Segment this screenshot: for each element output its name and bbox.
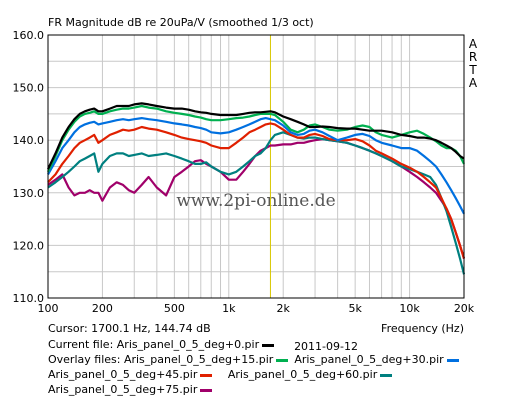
y-tick-label: 140.0 — [13, 134, 45, 147]
overlay-file-75: Aris_panel_0_5_deg+75.pir — [48, 383, 198, 396]
current-file-swatch — [262, 343, 275, 347]
y-tick-label: 150.0 — [13, 82, 45, 95]
overlay-line-1: Overlay files: Aris_panel_0_5_deg+15.pir… — [48, 353, 465, 366]
current-file-label: Current file: Aris_panel_0_5_deg+0.pir — [48, 338, 260, 351]
x-tick-label: 10k — [399, 302, 420, 315]
series-line — [47, 116, 465, 215]
y-tick-labels: 110.0 120.0 130.0 140.0 150.0 160.0 — [13, 29, 45, 305]
series-line — [47, 131, 466, 275]
watermark: www.2pi-online.de — [176, 191, 335, 211]
overlay-swatch-15 — [276, 358, 289, 362]
overlay-swatch-75 — [200, 388, 213, 392]
x-tick-label: 200 — [92, 302, 113, 315]
x-tick-labels: 100 200 500 1k 2k 5k 10k 20k — [38, 302, 475, 315]
plot-frame — [47, 34, 465, 299]
y-tick-label: 120.0 — [13, 239, 45, 252]
frequency-axis-label: Frequency (Hz) — [381, 322, 464, 335]
cursor-readout: Cursor: 1700.1 Hz, 144.74 dB — [48, 322, 211, 335]
overlay-line-3: Aris_panel_0_5_deg+75.pir — [48, 383, 218, 396]
overlay-file-30: Aris_panel_0_5_deg+30.pir — [294, 353, 444, 366]
side-label-letter: T — [468, 63, 477, 77]
overlay-swatch-60 — [380, 373, 393, 377]
overlay-file-60: Aris_panel_0_5_deg+60.pir — [227, 368, 378, 381]
side-label-letter: A — [469, 76, 478, 90]
overlay-file-15: Aris_panel_0_5_deg+15.pir — [123, 353, 274, 366]
x-tick-label: 500 — [164, 302, 185, 315]
x-tick-label: 1k — [222, 302, 236, 315]
x-tick-label: 2k — [277, 302, 291, 315]
chart-title: FR Magnitude dB re 20uPa/V (smoothed 1/3… — [48, 16, 314, 29]
y-tick-label: 130.0 — [13, 187, 45, 200]
series-group — [47, 102, 466, 275]
x-tick-label: 100 — [38, 302, 59, 315]
y-tick-label: 110.0 — [13, 292, 45, 305]
date-label: 2011-09-12 — [294, 340, 358, 353]
grid — [47, 34, 465, 299]
current-file-line: Current file: Aris_panel_0_5_deg+0.pir — [48, 338, 280, 351]
series-line — [47, 102, 465, 170]
overlay-swatch-45 — [200, 373, 213, 377]
x-tick-label: 20k — [454, 302, 475, 315]
overlay-label: Overlay files: — [48, 353, 121, 366]
x-tick-label: 5k — [348, 302, 362, 315]
overlay-line-2: Aris_panel_0_5_deg+45.pir Aris_panel_0_5… — [48, 368, 398, 381]
side-label-letter: A — [469, 37, 478, 51]
y-tick-label: 160.0 — [13, 29, 45, 42]
side-label-letter: R — [469, 50, 477, 64]
series-line — [47, 104, 465, 173]
series-line — [47, 122, 466, 259]
overlay-swatch-30 — [446, 358, 459, 362]
overlay-file-45: Aris_panel_0_5_deg+45.pir — [48, 368, 198, 381]
